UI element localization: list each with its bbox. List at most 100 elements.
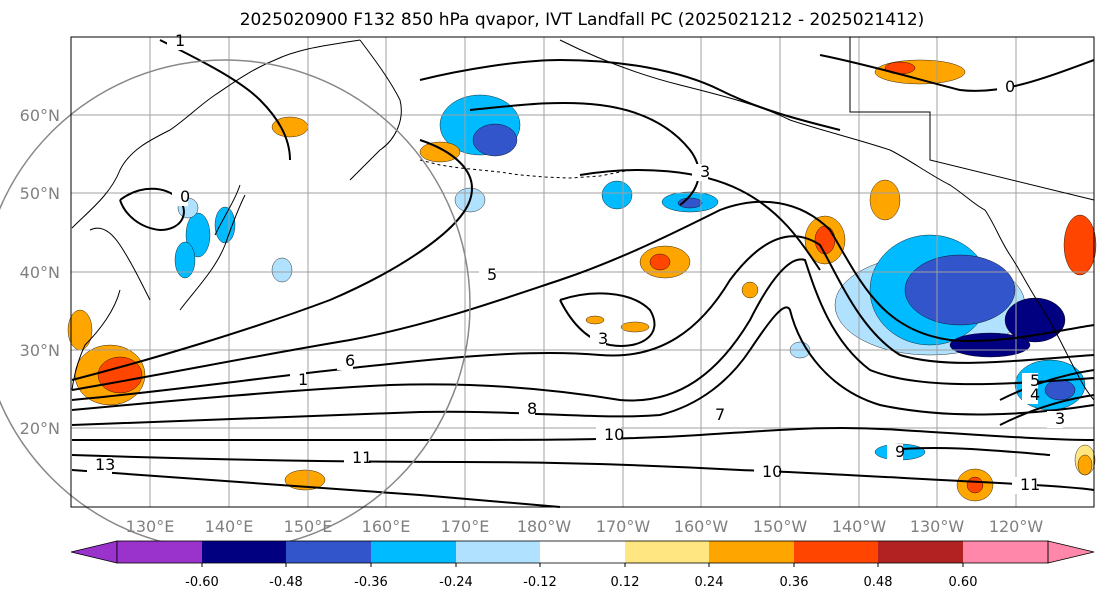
contour-label-bg xyxy=(1012,477,1037,494)
coastline-alaska xyxy=(559,39,986,211)
anomaly-patch xyxy=(966,476,984,494)
anomaly-patch xyxy=(741,281,759,299)
contour-label-bg xyxy=(707,407,723,424)
latitude-label: 40°N xyxy=(20,263,60,282)
latitude-label: 50°N xyxy=(20,184,60,203)
contour-line xyxy=(71,306,1095,426)
contour-label-bg xyxy=(1047,411,1063,428)
colorbar-bin xyxy=(625,541,709,563)
contour-label: 7 xyxy=(715,405,725,424)
contour-label-bg xyxy=(692,164,708,181)
longitude-label: 120°W xyxy=(989,517,1044,536)
colorbar-tick-labels: -0.60 -0.48 -0.36 -0.24 -0.12 0.12 0.24 0.36 0.4… xyxy=(185,563,977,590)
contour-line xyxy=(999,394,1095,426)
contour-label: 5 xyxy=(487,265,497,284)
contour-line xyxy=(71,200,1095,391)
contour-label-bg xyxy=(997,79,1013,96)
coastline-korea-china xyxy=(71,227,151,391)
colorbar-bin xyxy=(117,541,202,563)
anomaly-patch xyxy=(949,332,1031,358)
colorbar-bin xyxy=(202,541,286,563)
contour-label: 3 xyxy=(1055,409,1065,428)
boundary-canada xyxy=(849,37,1095,201)
colorbar-bin xyxy=(286,541,371,563)
colorbar-tick-label: -0.36 xyxy=(354,575,388,590)
contour-line xyxy=(559,292,656,347)
contour-line xyxy=(71,235,1095,401)
contour-label: 13 xyxy=(95,455,115,474)
anomaly-patch xyxy=(174,241,196,279)
contour-label: 0 xyxy=(180,187,190,206)
contour-line xyxy=(71,258,1095,411)
contour-label: 4 xyxy=(1030,385,1040,404)
anomaly-patch xyxy=(601,180,633,210)
longitude-labels: 130°E 140°E 150°E 160°E 170°E 180°W 170°W 160°W… xyxy=(126,517,1044,536)
contour-line xyxy=(71,454,1095,491)
colorbar-extend-high xyxy=(1047,540,1095,564)
colorbar-bin xyxy=(371,541,456,563)
contour-label-bg xyxy=(596,427,621,444)
contour-label-bg xyxy=(887,444,903,461)
latitude-labels: 60°N 50°N 40°N 30°N 20°N xyxy=(20,106,60,438)
contour-line xyxy=(999,369,1095,401)
contour-label: 9 xyxy=(895,442,905,461)
longitude-label: 170°W xyxy=(596,517,651,536)
colorbar-tick-label: 0.48 xyxy=(864,575,893,590)
colorbar-frame xyxy=(116,540,1049,564)
colorbar-tick-label: 0.60 xyxy=(949,575,978,590)
contour-label-bg xyxy=(87,457,112,474)
contour-label-bg xyxy=(754,464,779,481)
contour-label: 10 xyxy=(762,462,782,481)
map-frame xyxy=(70,36,1095,508)
colorbar-bin xyxy=(963,541,1048,563)
coastline-kamchatka xyxy=(349,39,402,181)
coastline-japan xyxy=(179,184,246,311)
contour-label: 3 xyxy=(700,162,710,181)
longitude-label: 130°W xyxy=(910,517,965,536)
colorbar-tick-label: 0.24 xyxy=(695,575,724,590)
map-title: 2025020900 F132 850 hPa qvapor, IVT Land… xyxy=(240,10,925,30)
anomaly-patch xyxy=(67,309,93,351)
contour-label-bg xyxy=(344,450,369,467)
contour-label-bg xyxy=(519,401,535,418)
contour-line xyxy=(71,139,473,381)
colorbar-tick-label: -0.48 xyxy=(269,575,303,590)
longitude-label: 160°W xyxy=(674,517,729,536)
contour-line xyxy=(119,187,185,232)
anomaly-patch xyxy=(419,141,461,163)
anomaly-patch xyxy=(1077,454,1093,476)
contour-label-bg xyxy=(290,372,306,389)
colorbar-tick-label: 0.36 xyxy=(780,575,809,590)
coastline-aleutians xyxy=(419,159,631,179)
contour-label-bg xyxy=(590,331,606,348)
anomaly-patch xyxy=(620,321,650,333)
contour-layer xyxy=(71,39,1095,508)
anomaly-patch xyxy=(185,212,211,258)
contour-line xyxy=(419,58,841,131)
contour-line xyxy=(889,446,1051,456)
longitude-label: 130°E xyxy=(126,517,175,536)
contour-label: 5 xyxy=(1030,371,1040,390)
colorbar-extend-low xyxy=(70,540,118,564)
longitude-label: 140°E xyxy=(205,517,254,536)
coastline-asia xyxy=(71,39,361,229)
anomaly-patch xyxy=(284,469,326,491)
contour-label-bg xyxy=(172,189,188,206)
longitude-label: 160°E xyxy=(362,517,411,536)
anomaly-patch xyxy=(271,257,293,283)
contour-line xyxy=(72,426,1095,442)
anomaly-patch xyxy=(649,253,671,271)
colorbar-bin xyxy=(794,541,878,563)
contour-label-bg xyxy=(1022,387,1038,404)
contour-label: 0 xyxy=(1005,77,1015,96)
contour-label: 11 xyxy=(352,448,372,467)
colorbar-tick-label: -0.60 xyxy=(185,575,219,590)
colorbar-bin xyxy=(878,541,963,563)
anomaly-patch xyxy=(1063,214,1097,276)
colorbar-tick-label: -0.24 xyxy=(439,575,473,590)
latitude-label: 20°N xyxy=(20,419,60,438)
contour-label: 1 xyxy=(298,370,308,389)
anomaly-patch xyxy=(1044,379,1076,401)
contour-label: 10 xyxy=(604,425,624,444)
